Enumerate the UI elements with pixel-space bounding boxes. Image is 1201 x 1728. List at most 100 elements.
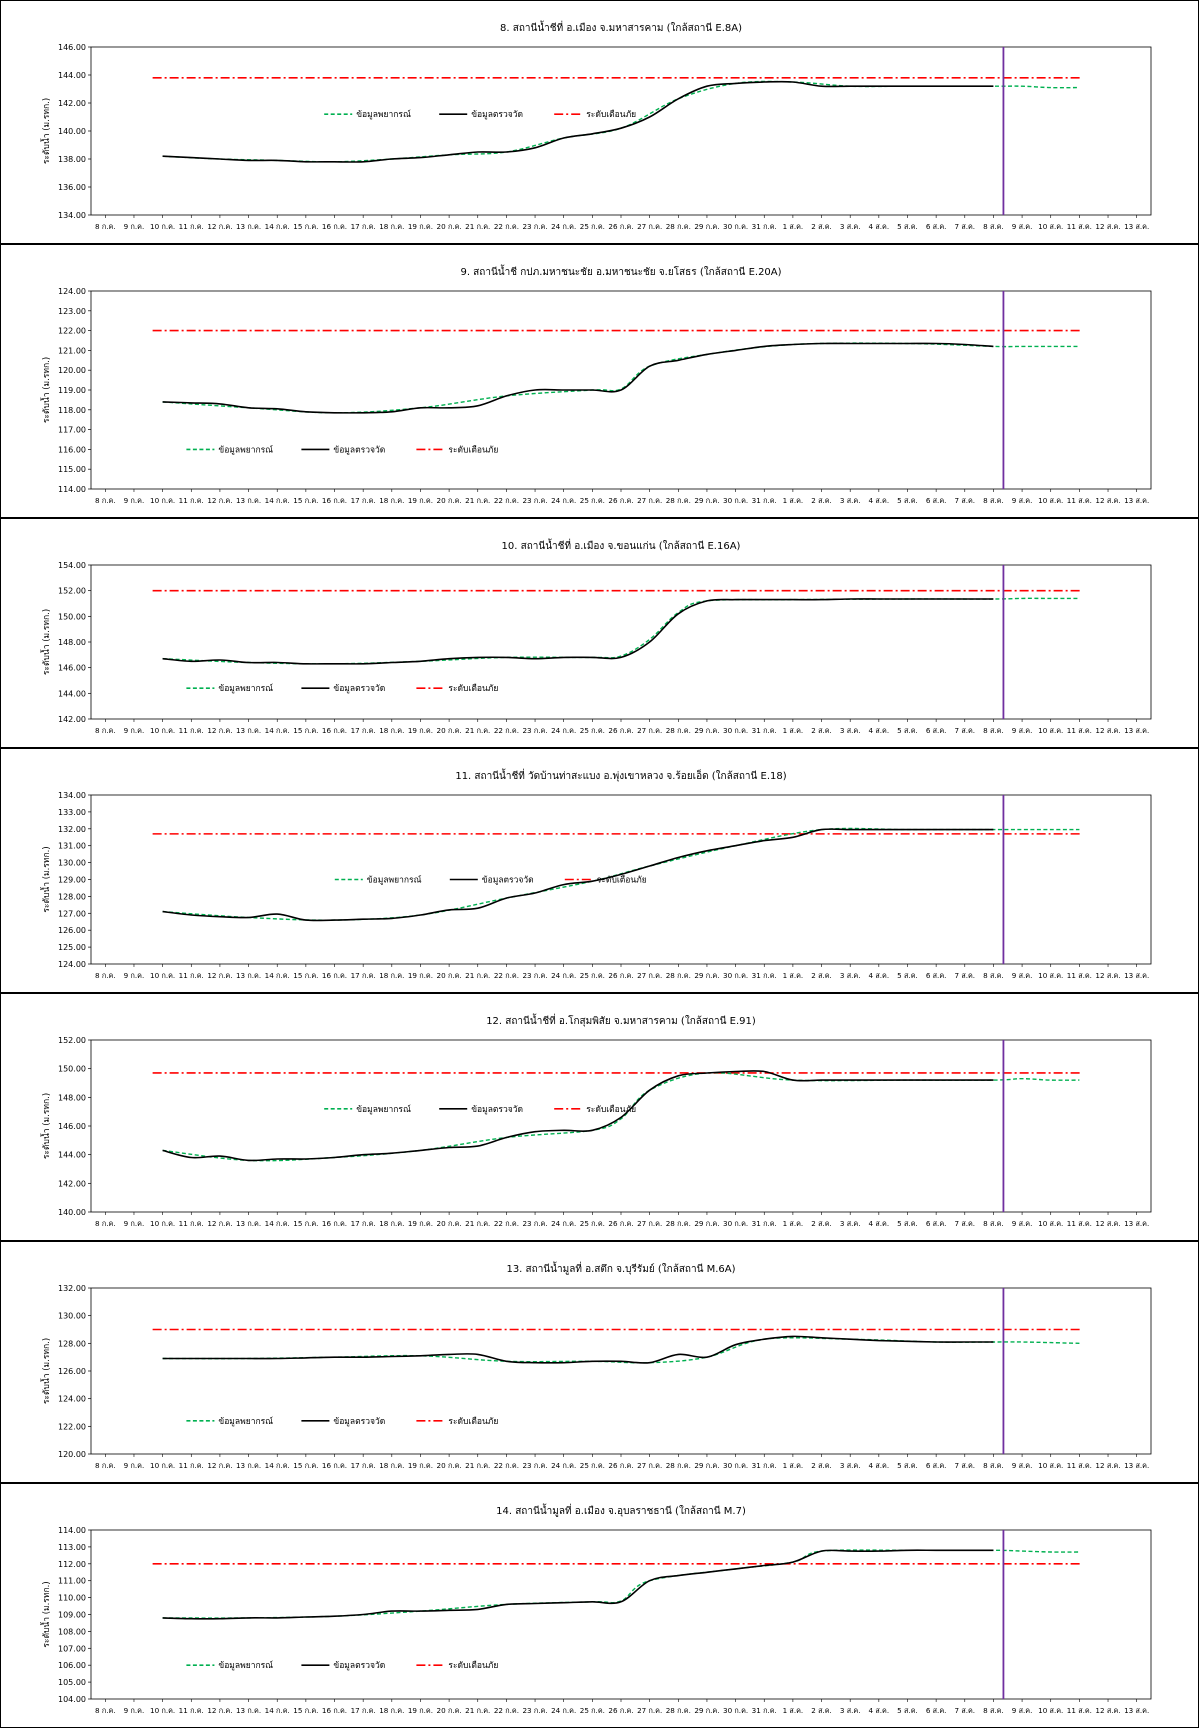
x-tick-label: 24 ก.ค.	[551, 222, 576, 231]
x-tick-label: 5 ส.ค.	[897, 1461, 918, 1470]
x-tick-label: 10 ก.ค.	[150, 971, 175, 980]
x-tick-label: 23 ก.ค.	[522, 496, 547, 505]
x-tick-label: 30 ก.ค.	[723, 1461, 748, 1470]
x-tick-label: 10 ส.ค.	[1038, 496, 1063, 505]
x-tick-label: 24 ก.ค.	[551, 1461, 576, 1470]
x-tick-label: 14 ก.ค.	[265, 1219, 290, 1228]
x-tick-label: 23 ก.ค.	[522, 1219, 547, 1228]
y-tick-label: 132.00	[58, 1284, 86, 1293]
legend-label-warning: ระดับเตือนภัย	[586, 1104, 636, 1115]
x-tick-label: 24 ก.ค.	[551, 971, 576, 980]
x-tick-label: 13 ก.ค.	[236, 1461, 261, 1470]
x-tick-label: 25 ก.ค.	[580, 222, 605, 231]
legend: ข้อมูลพยากรณ์ ข้อมูลตรวจวัด ระดับเตือนภัย	[324, 109, 636, 120]
x-tick-label: 3 ส.ค.	[840, 726, 861, 735]
x-tick-label: 8 ก.ค.	[95, 496, 116, 505]
plot-area	[90, 1529, 1152, 1700]
y-tick-label: 131.00	[58, 842, 86, 851]
x-tick-label: 16 ก.ค.	[322, 971, 347, 980]
x-tick-label: 13 ก.ค.	[236, 971, 261, 980]
x-tick-label: 8 ก.ค.	[95, 1706, 116, 1715]
x-tick-label: 9 ก.ค.	[124, 1706, 145, 1715]
y-tick-label: 124.00	[58, 287, 86, 296]
x-tick-label: 31 ก.ค.	[752, 1219, 777, 1228]
x-tick-label: 19 ก.ค.	[408, 222, 433, 231]
x-tick-label: 14 ก.ค.	[265, 1461, 290, 1470]
x-tick-label: 13 ก.ค.	[236, 496, 261, 505]
x-tick-label: 13 ก.ค.	[236, 1706, 261, 1715]
x-tick-label: 6 ส.ค.	[926, 1461, 947, 1470]
x-tick-label: 15 ก.ค.	[293, 496, 318, 505]
y-tick-label: 130.00	[58, 1312, 86, 1321]
x-tick-label: 2 ส.ค.	[811, 726, 832, 735]
y-tick-label: 111.00	[58, 1577, 86, 1586]
y-tick-label: 120.00	[58, 366, 86, 375]
y-tick-label: 106.00	[58, 1661, 86, 1670]
x-tick-label: 20 ก.ค.	[437, 222, 462, 231]
x-tick-label: 19 ก.ค.	[408, 1219, 433, 1228]
x-tick-label: 25 ก.ค.	[580, 496, 605, 505]
x-tick-label: 28 ก.ค.	[666, 971, 691, 980]
x-tick-label: 8 ก.ค.	[95, 726, 116, 735]
x-tick-label: 22 ก.ค.	[494, 1461, 519, 1470]
plot-area	[90, 1039, 1152, 1213]
x-tick-label: 8 ก.ค.	[95, 1461, 116, 1470]
x-tick-label: 11 ส.ค.	[1067, 496, 1092, 505]
x-tick-label: 23 ก.ค.	[522, 1706, 547, 1715]
x-tick-label: 26 ก.ค.	[608, 726, 633, 735]
x-tick-label: 13 ส.ค.	[1124, 1706, 1149, 1715]
y-tick-label: 136.00	[58, 183, 86, 192]
forecast-series-line	[162, 597, 1080, 665]
chart-title: 13. สถานีน้ำมูลที่ อ.สตึก จ.บุรีรัมย์ (ใ…	[506, 1261, 735, 1275]
x-tick-label: 3 ส.ค.	[840, 1706, 861, 1715]
y-tick-label: 144.00	[58, 71, 86, 80]
x-tick-label: 9 ส.ค.	[1012, 1706, 1033, 1715]
x-tick-label: 1 ส.ค.	[783, 1706, 804, 1715]
observed-series-line	[162, 1549, 994, 1620]
x-tick-label: 7 ส.ค.	[954, 971, 975, 980]
x-tick-label: 30 ก.ค.	[723, 1706, 748, 1715]
forecast-series-line	[162, 342, 1080, 414]
x-tick-label: 22 ก.ค.	[494, 726, 519, 735]
x-tick-label: 30 ก.ค.	[723, 971, 748, 980]
legend-label-observed: ข้อมูลตรวจวัด	[482, 875, 534, 886]
x-tick-label: 6 ส.ค.	[926, 971, 947, 980]
x-tick-label: 9 ส.ค.	[1012, 1219, 1033, 1228]
chart-title: 9. สถานีน้ำชี กปภ.มหาชนะชัย อ.มหาชนะชัย …	[460, 264, 781, 278]
x-tick-label: 4 ส.ค.	[869, 222, 890, 231]
x-tick-label: 19 ก.ค.	[408, 726, 433, 735]
x-tick-label: 14 ก.ค.	[265, 1706, 290, 1715]
y-tick-label: 126.00	[58, 1367, 86, 1376]
x-tick-label: 29 ก.ค.	[694, 222, 719, 231]
y-tick-label: 127.00	[58, 909, 86, 918]
x-tick-label: 15 ก.ค.	[293, 726, 318, 735]
x-tick-label: 10 ส.ค.	[1038, 726, 1063, 735]
x-tick-label: 28 ก.ค.	[666, 496, 691, 505]
x-tick-label: 12 ก.ค.	[207, 726, 232, 735]
legend-label-warning: ระดับเตือนภัย	[597, 875, 647, 886]
y-tick-label: 142.00	[58, 1179, 86, 1188]
x-tick-label: 27 ก.ค.	[637, 1219, 662, 1228]
legend-label-observed: ข้อมูลตรวจวัด	[333, 1416, 385, 1427]
x-tick-label: 22 ก.ค.	[494, 1706, 519, 1715]
chart-title: 14. สถานีน้ำมูลที่ อ.เมือง จ.อุบลราชธานี…	[496, 1503, 746, 1517]
legend-label-warning: ระดับเตือนภัย	[448, 444, 498, 455]
y-tick-label: 126.00	[58, 926, 86, 935]
x-tick-label: 18 ก.ค.	[379, 971, 404, 980]
x-tick-label: 12 ก.ค.	[207, 971, 232, 980]
x-tick-label: 17 ก.ค.	[351, 1461, 376, 1470]
chart-panel: 9. สถานีน้ำชี กปภ.มหาชนะชัย อ.มหาชนะชัย …	[0, 244, 1199, 518]
x-tick-label: 16 ก.ค.	[322, 1219, 347, 1228]
x-tick-label: 25 ก.ค.	[580, 1706, 605, 1715]
x-tick-label: 22 ก.ค.	[494, 1219, 519, 1228]
x-tick-label: 9 ก.ค.	[124, 971, 145, 980]
y-tick-label: 142.00	[58, 715, 86, 724]
x-tick-label: 15 ก.ค.	[293, 1219, 318, 1228]
x-tick-label: 28 ก.ค.	[666, 1219, 691, 1228]
x-tick-label: 2 ส.ค.	[811, 222, 832, 231]
x-tick-label: 10 ส.ค.	[1038, 1219, 1063, 1228]
x-tick-label: 20 ก.ค.	[437, 1706, 462, 1715]
x-tick-label: 31 ก.ค.	[752, 222, 777, 231]
x-tick-label: 8 ส.ค.	[983, 1706, 1004, 1715]
y-tick-label: 144.00	[58, 689, 86, 698]
